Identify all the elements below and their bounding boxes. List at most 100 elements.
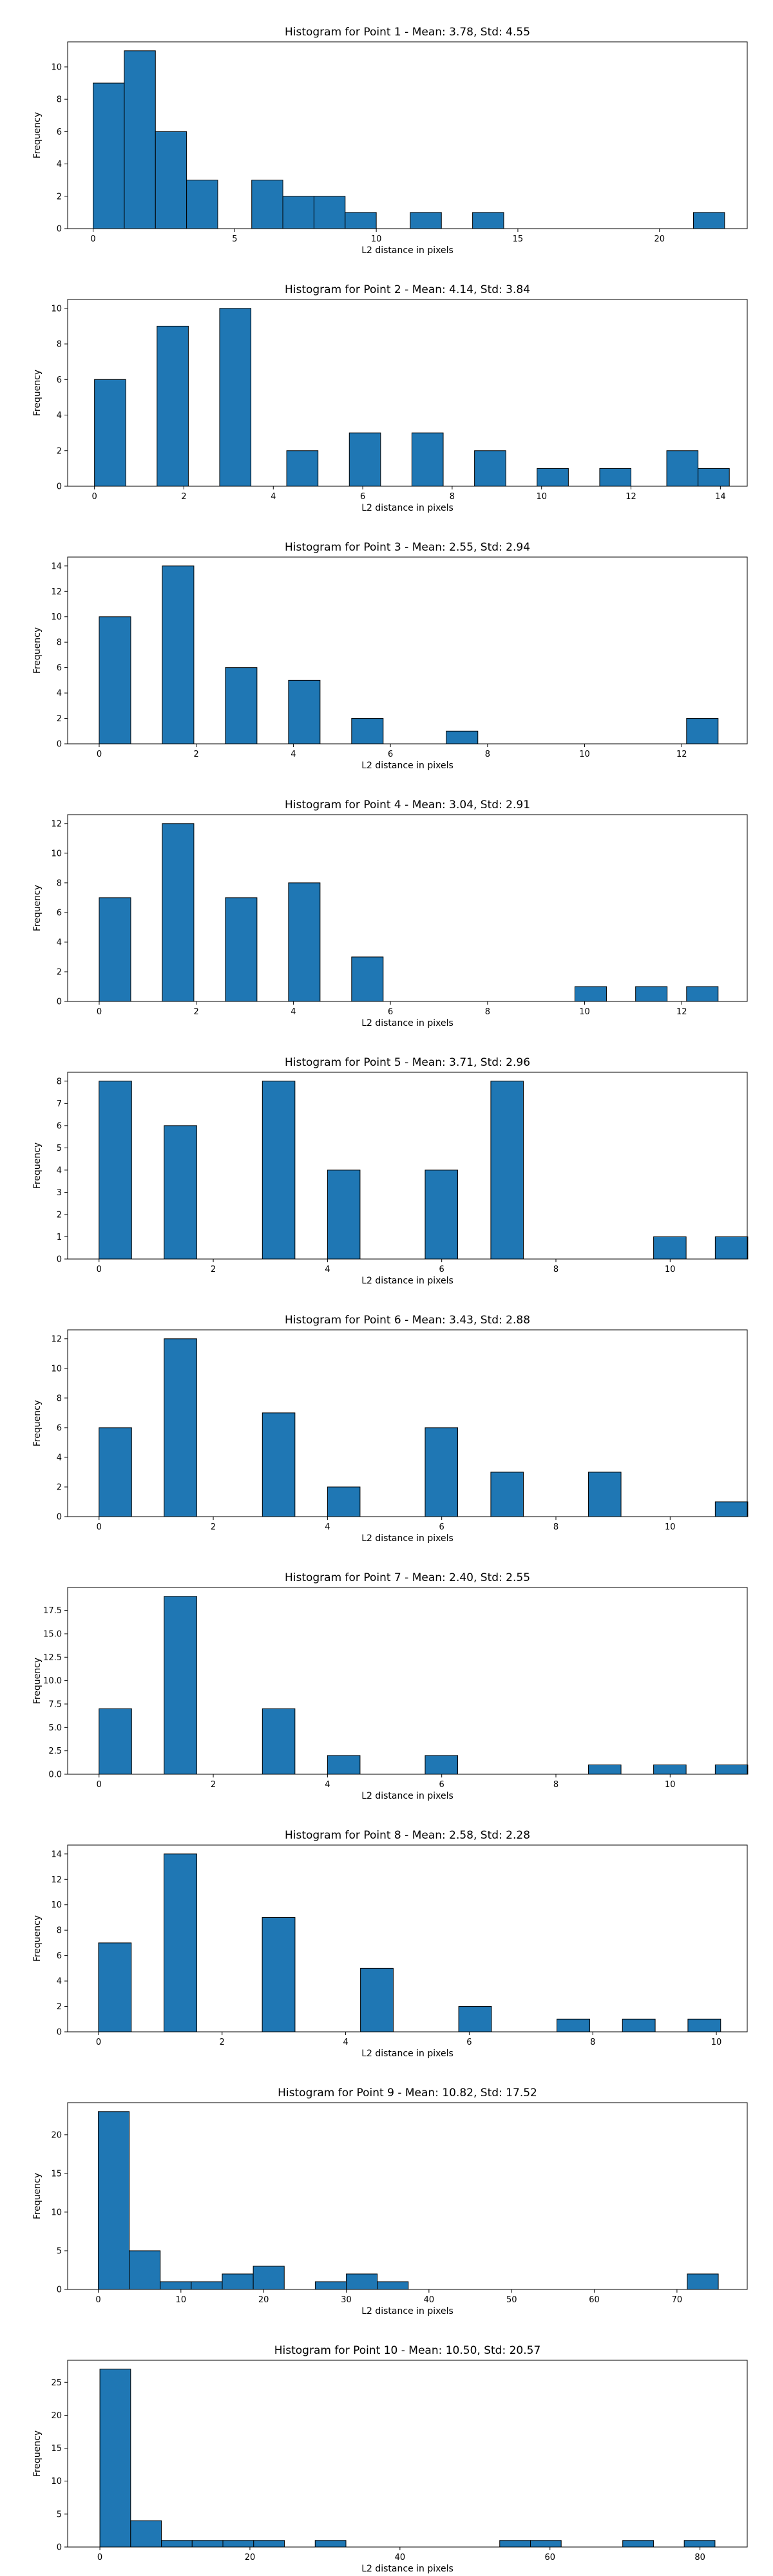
plot-frame [67, 814, 748, 1002]
histogram-bar [698, 468, 730, 487]
histogram-bar [99, 897, 131, 1002]
y-tick-label: 10 [51, 1900, 62, 1910]
y-tick-label: 20 [51, 2411, 62, 2421]
histogram-bar [490, 1472, 524, 1517]
histogram-panel-9: Histogram for Point 9 - Mean: 10.82, Std… [32, 2087, 748, 2316]
histogram-bar [186, 180, 218, 229]
chart-title: Histogram for Point 3 - Mean: 2.55, Std:… [285, 541, 530, 554]
y-tick-label: 0 [57, 998, 62, 1007]
x-tick-label: 60 [589, 2295, 600, 2305]
x-axis-label: L2 distance in pixels [361, 503, 453, 513]
histogram-bar [251, 180, 283, 229]
y-tick-label: 0 [57, 482, 62, 492]
y-tick-label: 2 [57, 1482, 62, 1492]
x-tick-label: 0 [95, 2295, 100, 2305]
y-axis-label: Frequency [32, 885, 43, 931]
histogram-bar [219, 308, 252, 487]
chart-title: Histogram for Point 9 - Mean: 10.82, Std… [278, 2087, 537, 2099]
histogram-bar [157, 325, 189, 487]
y-tick-label: 0 [57, 740, 62, 750]
x-tick-label: 10 [665, 1780, 676, 1790]
x-tick-label: 70 [672, 2295, 683, 2305]
x-tick-label: 10 [536, 492, 547, 502]
y-tick-label: 8 [57, 340, 62, 350]
histogram-bar [530, 2540, 562, 2548]
histogram-bar [222, 2540, 254, 2548]
x-tick-label: 30 [341, 2295, 352, 2305]
histogram-bar [327, 1486, 361, 1517]
x-tick-label: 80 [694, 2553, 705, 2562]
histogram-bar [327, 1755, 361, 1775]
x-tick-label: 4 [325, 1780, 330, 1790]
histogram-bar [99, 1081, 132, 1260]
x-tick-label: 0 [97, 1007, 102, 1017]
y-tick-label: 14 [51, 562, 62, 571]
y-tick-label: 15.0 [43, 1629, 62, 1639]
x-axis-label: L2 distance in pixels [361, 761, 453, 771]
histogram-bar [286, 450, 319, 487]
histogram-bar [262, 1917, 296, 2032]
histogram-bar [99, 1427, 132, 1517]
histogram-bar [653, 1236, 687, 1260]
histogram-panel-3: Histogram for Point 3 - Mean: 2.55, Std:… [32, 541, 748, 771]
histogram-bar [130, 2520, 162, 2548]
y-tick-label: 4 [57, 1977, 62, 1987]
histogram-bar [446, 730, 479, 744]
chart-title: Histogram for Point 1 - Mean: 3.78, Std:… [285, 26, 530, 39]
y-tick-label: 8 [57, 638, 62, 648]
histogram-bar [622, 2540, 654, 2548]
histogram-bar [599, 468, 632, 487]
x-tick-label: 8 [553, 1780, 558, 1790]
x-tick-label: 50 [506, 2295, 517, 2305]
x-tick-label: 40 [424, 2295, 435, 2305]
histogram-panel-10: Histogram for Point 10 - Mean: 10.50, St… [32, 2344, 748, 2574]
y-tick-label: 0 [57, 225, 62, 234]
x-tick-label: 40 [395, 2553, 406, 2562]
y-tick-label: 0.0 [48, 1770, 62, 1780]
y-tick-label: 5.0 [48, 1723, 62, 1733]
y-tick-label: 4 [57, 938, 62, 947]
histogram-bar [253, 2540, 285, 2548]
histogram-bar [262, 1412, 296, 1517]
y-axis-label: Frequency [32, 1915, 43, 1962]
histogram-bar [346, 2273, 378, 2290]
y-tick-label: 10 [51, 2208, 62, 2217]
y-axis-label: Frequency [32, 627, 43, 674]
y-tick-label: 10.0 [43, 1676, 62, 1686]
y-tick-label: 10 [51, 304, 62, 314]
y-axis-label: Frequency [32, 370, 43, 416]
y-tick-label: 7 [57, 1099, 62, 1109]
y-tick-label: 25 [51, 2378, 62, 2388]
plot-frame [67, 1329, 748, 1517]
y-tick-label: 5 [57, 1144, 62, 1153]
y-tick-label: 10 [51, 62, 62, 72]
x-tick-label: 8 [485, 1007, 490, 1017]
histogram-bar [714, 1764, 749, 1775]
histogram-panel-6: Histogram for Point 6 - Mean: 3.43, Std:… [32, 1314, 749, 1544]
y-tick-label: 6 [57, 908, 62, 918]
y-tick-label: 4 [57, 411, 62, 421]
x-tick-label: 14 [715, 492, 726, 502]
plot-frame [67, 2102, 748, 2290]
y-tick-label: 10 [51, 1364, 62, 1374]
x-tick-label: 12 [676, 750, 687, 759]
histogram-bar [129, 2250, 161, 2290]
histogram-bar [653, 1764, 687, 1775]
x-tick-label: 10 [176, 2295, 187, 2305]
x-tick-label: 0 [97, 1522, 102, 1532]
x-tick-label: 0 [97, 1265, 102, 1274]
x-tick-label: 0 [90, 234, 95, 244]
histogram-bar [635, 986, 668, 1002]
y-tick-label: 0 [57, 2028, 62, 2038]
y-axis-label: Frequency [32, 112, 43, 158]
histogram-bar [161, 2540, 193, 2548]
x-tick-label: 10 [579, 1007, 590, 1017]
histogram-bar [191, 2540, 224, 2548]
histogram-bar [687, 2273, 719, 2290]
x-tick-label: 10 [665, 1522, 676, 1532]
histogram-bar [588, 1764, 622, 1775]
x-tick-label: 0 [97, 750, 102, 759]
y-tick-label: 3 [57, 1188, 62, 1198]
x-tick-label: 10 [371, 234, 382, 244]
